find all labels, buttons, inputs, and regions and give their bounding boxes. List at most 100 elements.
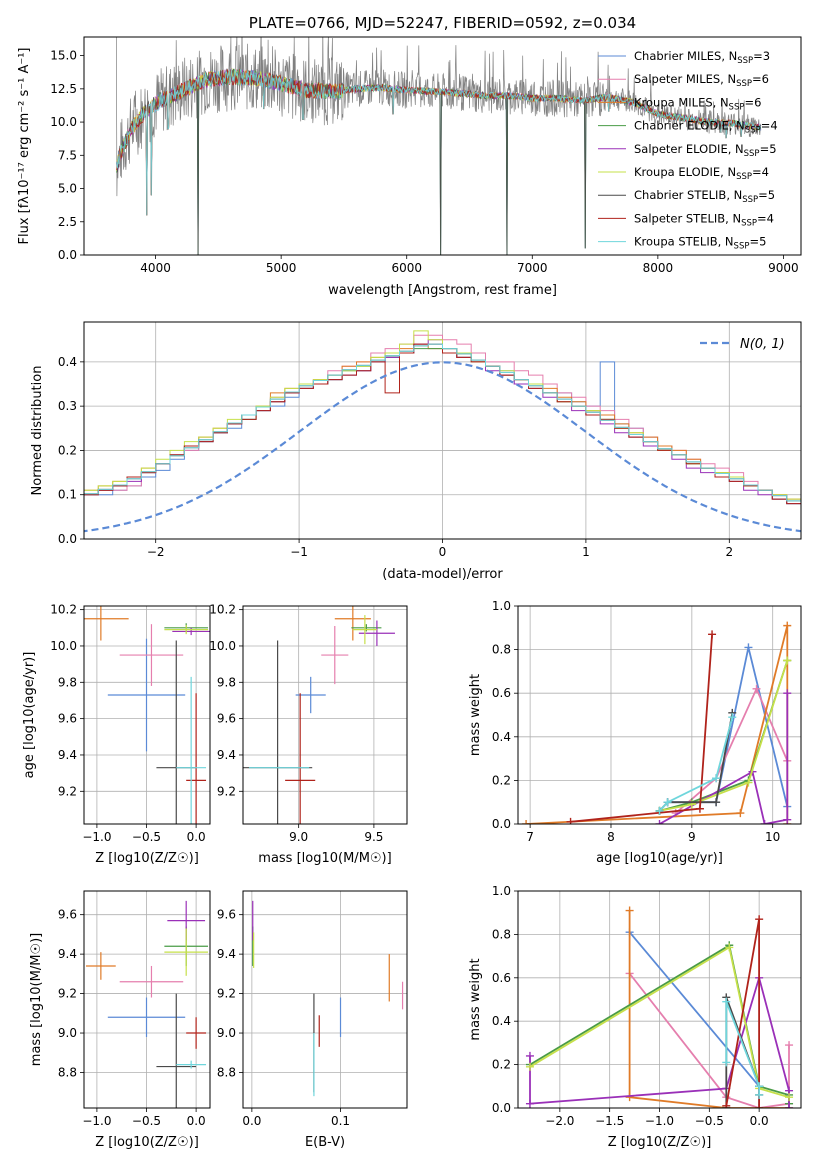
legend-label-tail: =4 [761,119,778,133]
weight-marker-kroupa_stelib [722,997,731,1006]
axes-frame [242,890,408,1109]
weight-line-salpeter_miles [628,972,790,1108]
y-axis-label: mass [log10(M/M☉)] [29,933,44,1066]
weight-marker-kroupa_elodie [725,943,734,952]
legend-label-text: Salpeter ELODIE, N [634,142,744,156]
y-tick-label: 0.4 [492,1014,511,1028]
legend-label-tail: =3 [753,49,770,63]
x-tick-label: 9.0 [289,830,308,844]
weight-marker-salpeter_elodie [783,815,792,824]
legend-label-sub: SSP [744,149,760,159]
panel-mass_vs_Z: −1.0 −0.5 0.0 8.8 9.0 9.2 9.4 9.6 Z [log10(Z/Z☉)… [29,890,211,1150]
plot-area-mass_vs_ebv [252,900,404,1097]
x-axis-label: wavelength [Angstrom, rest frame] [328,283,557,298]
y-tick-label: 0.4 [58,355,77,369]
legend-label-chabrier_stelib: Chabrier STELIB, NSSP=5 [634,188,775,205]
y-tick-label: 10.0 [50,115,77,129]
weight-line-kroupa_miles [526,625,789,824]
y-tick-label: 0.8 [492,643,511,657]
plot-area-age_vs_Z [84,606,210,824]
weight-marker-kroupa_elodie [783,656,792,665]
weight-line-kroupa_stelib [725,1001,760,1095]
x-tick-label: 0.1 [331,1114,350,1128]
weight-marker-kroupa_stelib [755,1082,764,1091]
x-tick-label: 1 [582,545,590,559]
weight-marker-chabrier_stelib [712,798,721,807]
y-tick-label: 10.2 [209,603,236,617]
plot-area-mass_vs_Z [85,900,209,1108]
legend-label-sub: SSP [745,126,761,136]
weight-marker-kroupa_stelib [663,798,672,807]
weight-line-salpeter_elodie [659,693,789,824]
x-tick-label: 0.0 [242,1114,261,1128]
legend-label-sub: SSP [742,195,758,205]
legend-label-kroupa_elodie: Kroupa ELODIE, NSSP=4 [634,165,769,182]
x-tick-label: 7 [526,830,534,844]
observed-spectrum-line [115,37,762,255]
legend-label-text: Kroupa STELIB, N [634,235,734,249]
legend-label-text: Chabrier STELIB, N [634,188,742,202]
axes-frame [83,321,802,540]
weight-marker-kroupa_miles [736,809,745,818]
weight-marker-salpeter_stelib [755,915,764,924]
y-tick-label: 0.0 [58,532,77,546]
plot-area-weight_vs_Z [525,906,794,1108]
y-tick-label: 9.4 [58,748,77,762]
x-tick-label: −1.5 [595,1114,624,1128]
weight-marker-kroupa_miles [625,906,634,915]
y-tick-label: 0.2 [58,443,77,457]
y-tick-label: 9.6 [58,712,77,726]
legend-label-text: Salpeter MILES, N [634,72,736,86]
x-tick-label: 4000 [140,261,171,275]
legend-label-tail: =5 [749,235,766,249]
x-tick-label: 7000 [517,261,548,275]
panel-spectrum: 4000 5000 6000 7000 8000 9000 0.0 2.5 5.0 7.5 10.0… [17,36,802,298]
weight-marker-salpeter_elodie [760,820,769,824]
y-tick-label: 9.2 [58,987,77,1001]
histogram-kroupa_elodie [84,330,801,505]
axes-frame [83,890,211,1109]
legend-label-tail: =6 [744,95,761,109]
weight-line-chabrier_miles [667,647,789,807]
x-tick-label: 9 [688,830,696,844]
x-axis-label: mass [log10(M/M☉)] [258,851,391,866]
x-tick-label: −0.5 [132,830,161,844]
y-tick-label: 0.2 [492,773,511,787]
plot-area-age_vs_mass [243,606,395,824]
y-tick-label: 9.0 [217,1026,236,1040]
x-tick-label: 9.5 [364,830,383,844]
y-tick-label: 1.0 [492,884,511,898]
normal-reference-curve [84,361,801,533]
x-tick-label: 0.0 [750,1114,769,1128]
y-tick-label: 5.0 [58,182,77,196]
y-tick-label: 9.4 [217,748,236,762]
y-tick-label: 9.8 [217,675,236,689]
weight-marker-salpeter_miles [785,1041,794,1050]
legend-label-sub: SSP [729,102,745,112]
y-tick-label: 9.6 [217,908,236,922]
weight-marker-kroupa_elodie [744,778,753,787]
legend-label-normal: N(0, 1) [740,337,785,352]
weight-marker-salpeter_stelib [708,630,717,639]
weight-marker-kroupa_stelib [728,713,737,722]
weight-line-kroupa_stelib [658,716,734,812]
legend-label-chabrier_elodie: Chabrier ELODIE, NSSP=4 [634,119,778,136]
legend-label-kroupa_miles: Kroupa MILES, NSSP=6 [634,95,761,112]
legend-label-sub: SSP [737,56,753,66]
panel-age_vs_mass: 9.0 9.5 9.2 9.4 9.6 9.8 10.0 10.2 mass [log10(M/… [209,603,408,866]
y-tick-label: 9.2 [217,784,236,798]
weight-marker-salpeter_miles [752,684,761,693]
legend-label-text: Chabrier ELODIE, N [634,119,745,133]
weight-marker-kroupa_miles [783,621,792,630]
weight-line-kroupa_elodie [659,660,789,812]
x-tick-label: 2 [725,545,733,559]
y-axis-label: mass weight [468,958,483,1040]
y-tick-label: 15.0 [50,49,77,63]
legend-label-chabrier_miles: Chabrier MILES, NSSP=3 [634,49,770,66]
legend-label-tail: =4 [752,165,769,179]
y-tick-label: 8.8 [58,1065,77,1079]
weight-marker-salpeter_elodie [783,689,792,698]
x-tick-label: −0.5 [132,1114,161,1128]
x-tick-label: 6000 [391,261,422,275]
